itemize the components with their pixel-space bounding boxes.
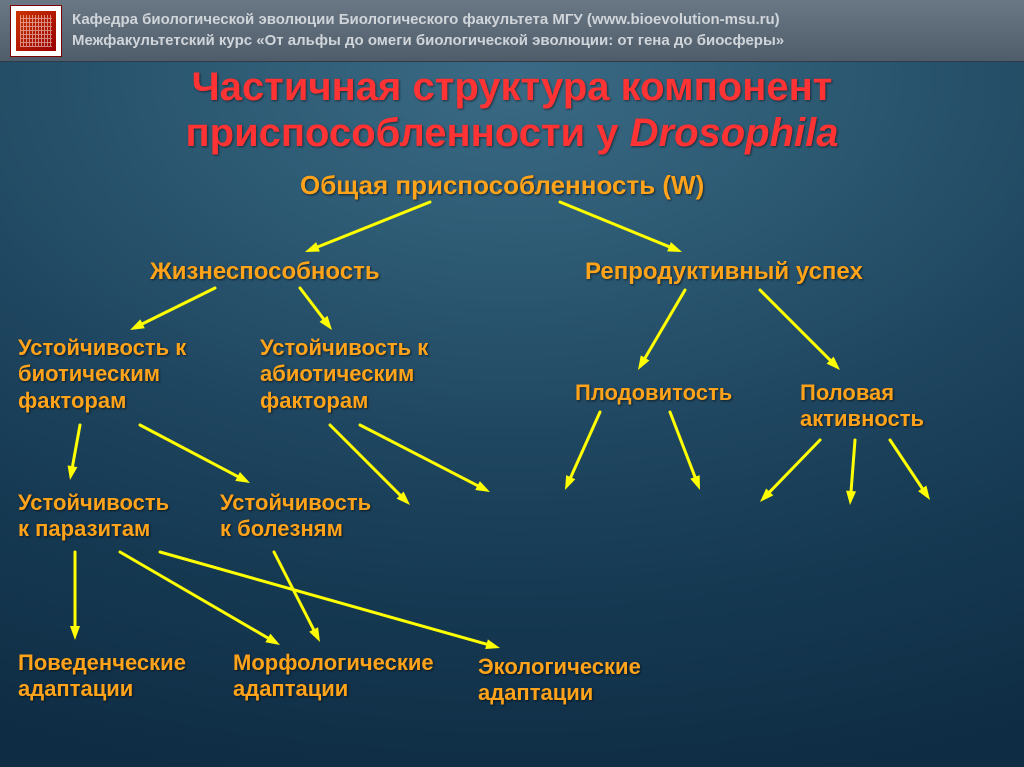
- arrow-head-icon: [638, 355, 649, 370]
- arrow-line: [760, 290, 834, 364]
- arrow-line: [766, 440, 820, 496]
- arrow-line: [851, 440, 855, 497]
- header-bar: Кафедра биологической эволюции Биологиче…: [0, 0, 1024, 62]
- arrow-head-icon: [918, 486, 930, 500]
- arrow-head-icon: [309, 627, 320, 642]
- node-parasites: Устойчивостьк паразитам: [18, 490, 169, 543]
- node-viability: Жизнеспособность: [150, 258, 380, 287]
- title-line-1: Частичная структура компонент: [192, 65, 833, 109]
- node-fecundity: Плодовитость: [575, 380, 732, 406]
- arrow-line: [670, 412, 697, 482]
- arrow-head-icon: [846, 491, 856, 505]
- arrow-line: [642, 290, 685, 363]
- arrow-line: [120, 552, 273, 641]
- arrow-head-icon: [130, 319, 145, 330]
- arrow-head-icon: [760, 488, 773, 502]
- arrow-head-icon: [265, 634, 280, 645]
- arrow-head-icon: [305, 242, 320, 252]
- slide: Кафедра биологической эволюции Биологиче…: [0, 0, 1024, 767]
- node-root: Общая приспособленность (W): [300, 170, 704, 201]
- arrow-head-icon: [565, 475, 575, 490]
- arrow-line: [313, 202, 430, 249]
- arrow-head-icon: [475, 481, 490, 492]
- arrow-head-icon: [667, 242, 682, 252]
- node-abiotic: Устойчивость кабиотическимфакторам: [260, 335, 428, 414]
- arrow-head-icon: [320, 316, 332, 330]
- arrow-line: [72, 425, 80, 472]
- arrow-line: [560, 202, 674, 249]
- arrow-head-icon: [827, 357, 840, 370]
- node-sexact: Половаяактивность: [800, 380, 924, 433]
- arrow-head-icon: [690, 475, 700, 490]
- arrow-line: [568, 412, 600, 482]
- header-line-2: Межфакультетский курс «От альфы до омеги…: [72, 31, 784, 51]
- arrow-head-icon: [68, 465, 78, 480]
- node-behav: Поведенческиеадаптации: [18, 650, 186, 703]
- logo-icon: [16, 11, 56, 51]
- arrow-head-icon: [70, 626, 80, 640]
- arrow-head-icon: [235, 472, 250, 483]
- slide-title: Частичная структура компонент приспособл…: [0, 62, 1024, 156]
- title-line-2-plain: приспособленности у: [185, 111, 629, 155]
- node-morph: Морфологическиеадаптации: [233, 650, 434, 703]
- arrow-line: [890, 440, 925, 493]
- arrow-line: [360, 425, 483, 488]
- header-line-1: Кафедра биологической эволюции Биологиче…: [72, 10, 784, 30]
- node-repro: Репродуктивный успех: [585, 258, 863, 287]
- arrow-line: [160, 552, 492, 646]
- arrow-line: [274, 552, 316, 635]
- arrow-head-icon: [485, 639, 500, 649]
- node-ecol: Экологическиеадаптации: [478, 654, 641, 707]
- title-line-2-italic: Drosophila: [630, 111, 839, 155]
- header-text: Кафедра биологической эволюции Биологиче…: [72, 10, 784, 51]
- node-diseases: Устойчивостьк болезням: [220, 490, 371, 543]
- node-biotic: Устойчивость кбиотическимфакторам: [18, 335, 186, 414]
- arrow-line: [300, 288, 327, 323]
- university-logo: [10, 5, 62, 57]
- arrow-line: [140, 425, 243, 479]
- arrow-head-icon: [397, 492, 410, 505]
- arrow-line: [330, 425, 404, 499]
- arrow-line: [138, 288, 215, 326]
